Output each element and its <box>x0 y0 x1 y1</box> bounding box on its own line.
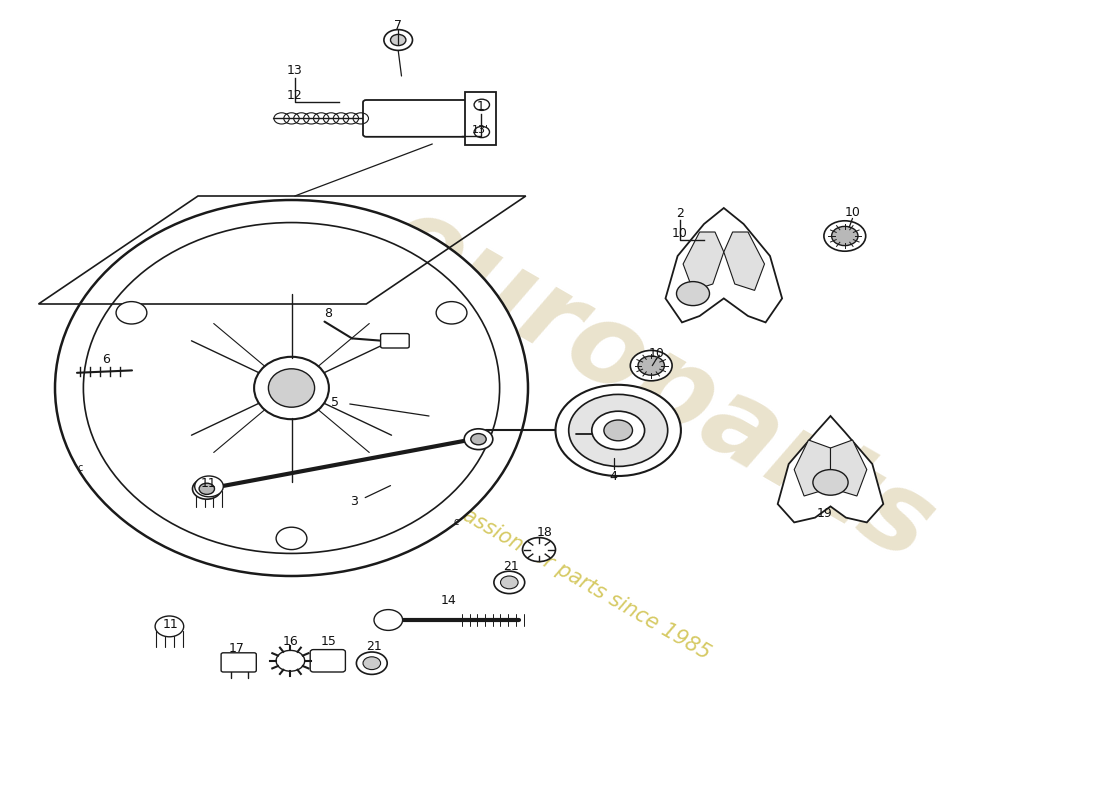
Circle shape <box>813 470 848 495</box>
Polygon shape <box>683 232 724 290</box>
Polygon shape <box>465 92 496 145</box>
Text: a passion for parts since 1985: a passion for parts since 1985 <box>430 489 714 663</box>
Circle shape <box>436 302 466 324</box>
Text: 17: 17 <box>229 642 244 654</box>
Text: 10: 10 <box>845 206 860 219</box>
FancyBboxPatch shape <box>363 100 471 137</box>
Text: 5: 5 <box>331 396 340 409</box>
Ellipse shape <box>55 200 528 576</box>
Circle shape <box>824 221 866 251</box>
Text: 8: 8 <box>323 307 332 320</box>
Text: 10: 10 <box>672 227 688 240</box>
Text: 11: 11 <box>201 477 217 490</box>
Text: 1: 1 <box>476 100 485 113</box>
Text: 21: 21 <box>504 560 519 573</box>
Circle shape <box>199 483 214 494</box>
Circle shape <box>592 411 645 450</box>
Text: 13: 13 <box>287 64 303 77</box>
Circle shape <box>276 527 307 550</box>
Circle shape <box>374 610 403 630</box>
Polygon shape <box>666 208 782 322</box>
Ellipse shape <box>254 357 329 419</box>
Text: 7: 7 <box>394 19 403 32</box>
Circle shape <box>155 616 184 637</box>
Text: 16: 16 <box>283 635 298 648</box>
Circle shape <box>638 356 664 375</box>
Circle shape <box>474 99 490 110</box>
Polygon shape <box>794 440 830 496</box>
Text: 2: 2 <box>675 207 684 220</box>
Circle shape <box>832 226 858 246</box>
Text: c: c <box>77 462 82 473</box>
Circle shape <box>117 302 147 324</box>
Text: 15: 15 <box>321 635 337 648</box>
Circle shape <box>384 30 412 50</box>
Text: 3: 3 <box>350 495 359 508</box>
Text: 4: 4 <box>609 470 618 482</box>
Circle shape <box>356 652 387 674</box>
Text: 21: 21 <box>366 640 382 653</box>
FancyBboxPatch shape <box>381 334 409 348</box>
Circle shape <box>500 576 518 589</box>
FancyBboxPatch shape <box>221 653 256 672</box>
Text: 12: 12 <box>287 89 303 102</box>
Circle shape <box>569 394 668 466</box>
Text: 10: 10 <box>649 347 664 360</box>
Text: 14: 14 <box>441 594 456 606</box>
Text: 19: 19 <box>817 507 833 520</box>
Circle shape <box>464 429 493 450</box>
Circle shape <box>192 478 221 499</box>
Text: c: c <box>453 517 459 526</box>
Circle shape <box>474 126 490 138</box>
Text: 6: 6 <box>101 354 110 366</box>
Circle shape <box>522 538 556 562</box>
Polygon shape <box>724 232 764 290</box>
Ellipse shape <box>268 369 315 407</box>
Text: 18: 18 <box>537 526 552 538</box>
Circle shape <box>630 350 672 381</box>
Circle shape <box>494 571 525 594</box>
Text: europarts: europarts <box>367 184 953 584</box>
Text: 11: 11 <box>163 618 178 630</box>
Circle shape <box>276 650 305 671</box>
Circle shape <box>556 385 681 476</box>
Circle shape <box>676 282 710 306</box>
Circle shape <box>363 657 381 670</box>
Circle shape <box>471 434 486 445</box>
FancyBboxPatch shape <box>310 650 345 672</box>
Circle shape <box>604 420 632 441</box>
Text: 13': 13' <box>472 125 490 134</box>
Polygon shape <box>830 440 867 496</box>
Circle shape <box>195 476 223 497</box>
Circle shape <box>390 34 406 46</box>
Polygon shape <box>778 416 883 522</box>
